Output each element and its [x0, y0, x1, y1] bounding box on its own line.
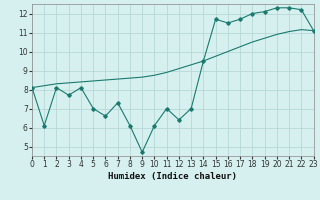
X-axis label: Humidex (Indice chaleur): Humidex (Indice chaleur) [108, 172, 237, 181]
